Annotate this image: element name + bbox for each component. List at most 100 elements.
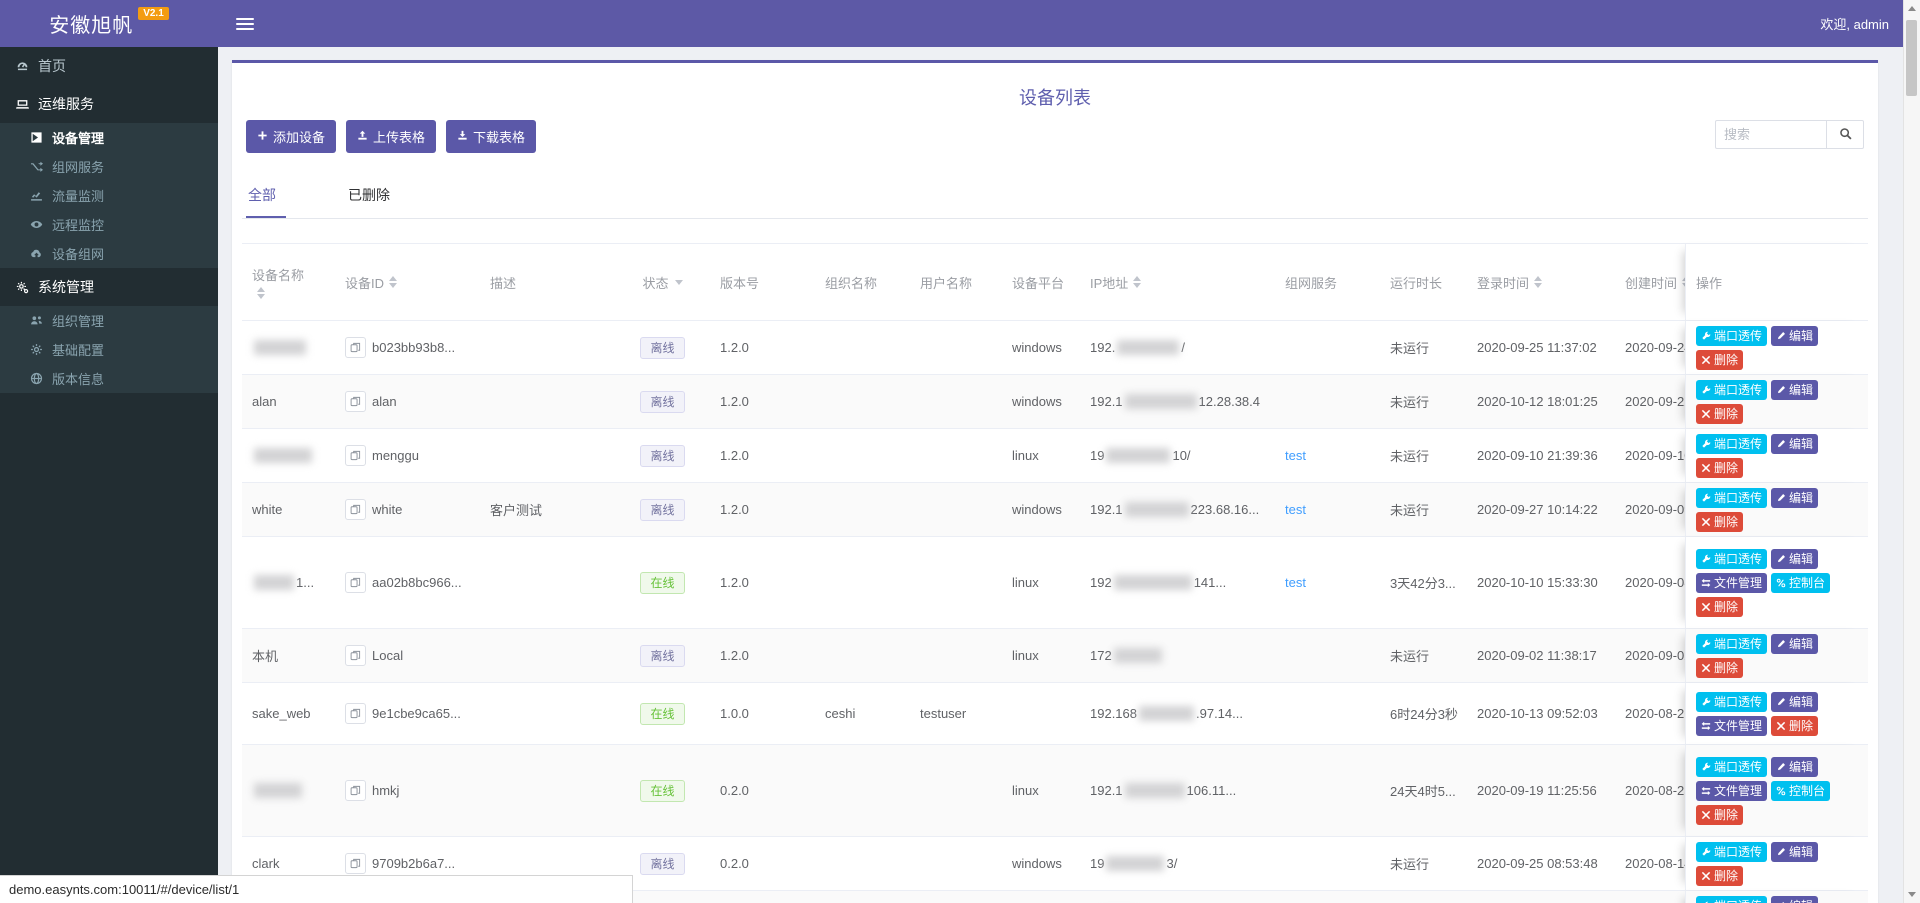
copy-id-button[interactable] bbox=[345, 703, 366, 724]
scroll-down-arrow[interactable] bbox=[1904, 886, 1920, 903]
edit-button[interactable]: 编辑 bbox=[1771, 433, 1819, 454]
edit-button[interactable]: 编辑 bbox=[1771, 756, 1819, 777]
copy-id-button[interactable] bbox=[345, 853, 366, 874]
console-button[interactable]: 控制台 bbox=[1771, 572, 1831, 593]
port-button[interactable]: 端口透传 bbox=[1696, 379, 1768, 400]
edit-button[interactable]: 编辑 bbox=[1771, 548, 1819, 569]
sidebar-item-base-config[interactable]: 基础配置 bbox=[0, 335, 218, 364]
user-name-cell: testuser bbox=[920, 706, 967, 721]
sidebar-item-remote-monitor[interactable]: 远程监控 bbox=[0, 210, 218, 239]
col-header-user-name: 用户名称 bbox=[920, 275, 973, 291]
sort-icon[interactable] bbox=[1682, 276, 1685, 288]
upload-table-button[interactable]: 上传表格 bbox=[346, 120, 437, 153]
port-button[interactable]: 端口透传 bbox=[1696, 487, 1768, 508]
device-id-cell: 9e1cbe9ca65... bbox=[335, 683, 480, 744]
col-header-status[interactable]: 状态 bbox=[615, 244, 710, 320]
port-button[interactable]: 端口透传 bbox=[1696, 691, 1768, 712]
del-button[interactable]: 删除 bbox=[1696, 657, 1744, 678]
sidebar-toggle-button[interactable] bbox=[236, 17, 254, 30]
port-button[interactable]: 端口透传 bbox=[1696, 548, 1768, 569]
download-table-button[interactable]: 下载表格 bbox=[446, 120, 537, 153]
copy-id-button[interactable] bbox=[345, 572, 366, 593]
actions-cell: 端口透传编辑删除 bbox=[1685, 837, 1868, 890]
sidebar-item-traffic-monitor[interactable]: 流量监测 bbox=[0, 181, 218, 210]
tab-deleted[interactable]: 已删除 bbox=[348, 187, 390, 203]
console-button[interactable]: 控制台 bbox=[1771, 780, 1831, 801]
scrollbar-thumb[interactable] bbox=[1906, 20, 1917, 96]
edit-button[interactable]: 编辑 bbox=[1771, 487, 1819, 508]
brand-logo[interactable]: 安徽旭帆 V2.1 bbox=[0, 0, 218, 47]
copy-id-button[interactable] bbox=[345, 391, 366, 412]
del-button[interactable]: 删除 bbox=[1771, 715, 1819, 736]
sidebar-item-version-info[interactable]: 版本信息 bbox=[0, 364, 218, 393]
sidebar-item-org-mgmt[interactable]: 组织管理 bbox=[0, 306, 218, 335]
platform-cell: windows bbox=[1012, 340, 1062, 355]
add-device-button[interactable]: 添加设备 bbox=[246, 120, 337, 153]
edit-button[interactable]: 编辑 bbox=[1771, 691, 1819, 712]
status-cell: 离线 bbox=[615, 483, 710, 536]
x-icon bbox=[1701, 409, 1711, 418]
runtime-cell: 未运行 bbox=[1390, 503, 1430, 518]
del-button[interactable]: 删除 bbox=[1696, 457, 1744, 478]
edit-button[interactable]: 编辑 bbox=[1771, 633, 1819, 654]
created-time-cell: 2020-09-02 bbox=[1625, 648, 1685, 663]
edit-button[interactable]: 编辑 bbox=[1771, 895, 1819, 903]
net-service-link[interactable]: test bbox=[1285, 502, 1306, 517]
net-service-link[interactable]: test bbox=[1285, 448, 1306, 463]
search-button[interactable] bbox=[1827, 120, 1864, 149]
edit-button[interactable]: 编辑 bbox=[1771, 325, 1819, 346]
del-button[interactable]: 删除 bbox=[1696, 804, 1744, 825]
scroll-up-arrow[interactable] bbox=[1904, 0, 1920, 17]
sort-icon[interactable] bbox=[257, 287, 265, 299]
port-button[interactable]: 端口透传 bbox=[1696, 633, 1768, 654]
file-button[interactable]: 文件管理 bbox=[1696, 780, 1768, 801]
del-button[interactable]: 删除 bbox=[1696, 865, 1744, 886]
port-button[interactable]: 端口透传 bbox=[1696, 895, 1768, 903]
net-service-link[interactable]: test bbox=[1285, 575, 1306, 590]
transfer-icon bbox=[1701, 578, 1711, 587]
port-button[interactable]: 端口透传 bbox=[1696, 433, 1768, 454]
copy-id-button[interactable] bbox=[345, 780, 366, 801]
copy-id-button[interactable] bbox=[345, 337, 366, 358]
port-button[interactable]: 端口透传 bbox=[1696, 756, 1768, 777]
port-button[interactable]: 端口透传 bbox=[1696, 325, 1768, 346]
sidebar-item-ops-services[interactable]: 运维服务 bbox=[0, 85, 218, 123]
copy-id-button[interactable] bbox=[345, 499, 366, 520]
sort-icon[interactable] bbox=[1133, 276, 1142, 288]
status-badge: 离线 bbox=[640, 852, 685, 875]
edit-button[interactable]: 编辑 bbox=[1771, 841, 1819, 862]
del-button[interactable]: 删除 bbox=[1696, 596, 1744, 617]
actions-cell: 端口透传 编辑 文件管理 控制台删除 bbox=[1685, 537, 1868, 628]
sidebar-item-device-mgmt[interactable]: 设备管理 bbox=[0, 123, 218, 152]
sort-icon[interactable] bbox=[1534, 276, 1543, 288]
file-button[interactable]: 文件管理 bbox=[1696, 715, 1768, 736]
del-button[interactable]: 删除 bbox=[1696, 403, 1744, 424]
sort-icon[interactable] bbox=[389, 276, 398, 288]
search-input[interactable] bbox=[1715, 120, 1827, 149]
vertical-scrollbar[interactable] bbox=[1903, 0, 1920, 903]
copy-icon bbox=[350, 577, 361, 588]
version-cell: 1.2.0 bbox=[710, 891, 815, 903]
sidebar-item-network-service[interactable]: 组网服务 bbox=[0, 152, 218, 181]
x-icon bbox=[1701, 602, 1711, 611]
del-button[interactable]: 删除 bbox=[1696, 511, 1744, 532]
sidebar-item-home[interactable]: 首页 bbox=[0, 47, 218, 85]
copy-id-button[interactable] bbox=[345, 445, 366, 466]
status-badge: 在线 bbox=[640, 571, 685, 594]
edit-button[interactable]: 编辑 bbox=[1771, 379, 1819, 400]
upload-icon bbox=[357, 129, 368, 144]
actions-cell: 端口透传编辑删除 bbox=[1685, 429, 1868, 482]
sidebar-item-device-network[interactable]: 设备组网 bbox=[0, 239, 218, 268]
sidebar-item-system-mgmt[interactable]: 系统管理 bbox=[0, 268, 218, 306]
copy-id-button[interactable] bbox=[345, 645, 366, 666]
user-name-cell bbox=[910, 891, 1002, 903]
copy-icon bbox=[350, 858, 361, 869]
del-button[interactable]: 删除 bbox=[1696, 349, 1744, 370]
tab-all[interactable]: 全部 bbox=[246, 174, 286, 218]
top-header: 安徽旭帆 V2.1 欢迎, admin bbox=[0, 0, 1903, 47]
edit-icon bbox=[1778, 554, 1786, 562]
port-button[interactable]: 端口透传 bbox=[1696, 841, 1768, 862]
file-button[interactable]: 文件管理 bbox=[1696, 572, 1768, 593]
runtime-cell: 未运行 bbox=[1390, 649, 1430, 664]
